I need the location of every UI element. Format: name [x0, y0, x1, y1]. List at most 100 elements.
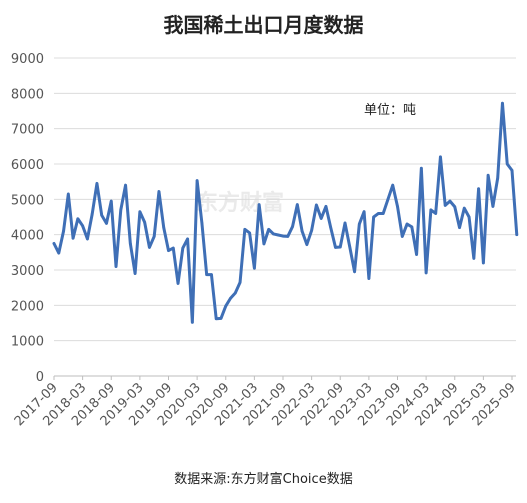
- data-point: [420, 166, 423, 170]
- data-point: [272, 232, 275, 236]
- data-point: [353, 270, 356, 274]
- data-point: [458, 226, 461, 229]
- data-point: [410, 225, 414, 229]
- data-point: [105, 222, 108, 225]
- data-point: [262, 242, 266, 246]
- data-point: [143, 221, 146, 224]
- data-point: [343, 221, 347, 225]
- y-tick-label: 2000: [11, 299, 44, 314]
- data-point: [358, 222, 361, 226]
- data-point: [191, 320, 194, 324]
- data-point: [453, 205, 457, 209]
- data-point: [76, 217, 80, 221]
- y-axis: 0 1000 2000 3000 4000 5000 6000 7000 8000 9000: [11, 52, 44, 385]
- data-point: [348, 245, 352, 249]
- data-point: [496, 176, 499, 180]
- data-point: [439, 155, 442, 159]
- y-tick-label: 9000: [11, 52, 44, 67]
- data-point: [391, 183, 395, 187]
- data-point: [396, 205, 399, 208]
- data-point: [171, 246, 175, 250]
- data-point: [324, 205, 328, 208]
- data-point: [276, 233, 280, 237]
- data-point: [372, 215, 375, 219]
- x-axis: 2017-092018-032018-092019-032019-092020-…: [12, 376, 519, 429]
- y-tick-label: 0: [36, 370, 44, 385]
- data-point: [386, 198, 390, 201]
- data-point: [338, 245, 342, 249]
- data-point: [229, 296, 232, 300]
- data-point: [224, 304, 228, 308]
- data-point: [67, 192, 70, 196]
- data-point: [491, 205, 495, 208]
- data-point: [219, 317, 223, 320]
- data-point: [300, 229, 304, 233]
- data-source-note: 数据来源:东方财富Choice数据: [174, 471, 352, 487]
- data-point: [381, 212, 385, 215]
- data-point: [152, 235, 156, 238]
- data-point: [52, 242, 56, 245]
- data-point: [429, 208, 433, 212]
- watermark-logo: 东方财富: [196, 190, 284, 216]
- unit-note: 单位：吨: [364, 103, 416, 118]
- y-tick-label: 1000: [11, 335, 44, 350]
- data-point: [362, 210, 366, 213]
- data-point: [377, 212, 380, 215]
- data-point: [157, 190, 161, 193]
- data-point: [296, 203, 299, 206]
- data-point: [253, 266, 256, 270]
- data-point: [291, 225, 294, 228]
- data-point: [505, 162, 509, 166]
- data-point: [181, 246, 185, 250]
- y-tick-label: 6000: [11, 158, 44, 173]
- data-point: [281, 234, 285, 238]
- data-point: [310, 229, 313, 232]
- data-point: [119, 208, 123, 212]
- data-point: [424, 271, 428, 275]
- data-point: [86, 237, 89, 241]
- data-point: [148, 246, 151, 249]
- data-point: [462, 206, 466, 210]
- data-point: [195, 179, 199, 182]
- data-point: [176, 282, 180, 285]
- data-point: [286, 235, 290, 238]
- data-point: [210, 273, 213, 276]
- data-point: [233, 291, 237, 295]
- data-point: [138, 210, 142, 213]
- data-point: [205, 273, 208, 276]
- data-point: [90, 212, 94, 216]
- data-point: [57, 251, 61, 255]
- data-point: [200, 221, 204, 225]
- data-point: [400, 235, 404, 238]
- data-point: [186, 237, 189, 241]
- y-tick-label: 8000: [11, 87, 44, 102]
- series-line: [52, 101, 519, 324]
- data-point: [124, 183, 127, 187]
- data-point: [448, 199, 452, 203]
- data-point: [319, 217, 323, 220]
- data-point: [267, 228, 270, 231]
- data-point: [162, 226, 166, 229]
- data-point: [477, 187, 480, 191]
- data-point: [133, 272, 137, 275]
- data-point: [334, 246, 337, 249]
- data-point: [482, 261, 485, 265]
- data-point: [367, 277, 371, 280]
- data-point: [81, 224, 84, 228]
- data-point: [257, 203, 261, 206]
- data-point: [510, 169, 514, 172]
- data-point: [243, 228, 247, 231]
- data-point: [129, 242, 132, 245]
- y-tick-label: 4000: [11, 229, 44, 244]
- data-point: [167, 249, 170, 252]
- data-point: [62, 229, 65, 233]
- data-point: [515, 233, 519, 236]
- y-tick-label: 3000: [11, 264, 44, 279]
- data-point: [214, 317, 218, 321]
- data-point: [329, 226, 333, 229]
- gridlines: [54, 57, 516, 377]
- data-point: [405, 222, 409, 226]
- data-point: [467, 215, 471, 219]
